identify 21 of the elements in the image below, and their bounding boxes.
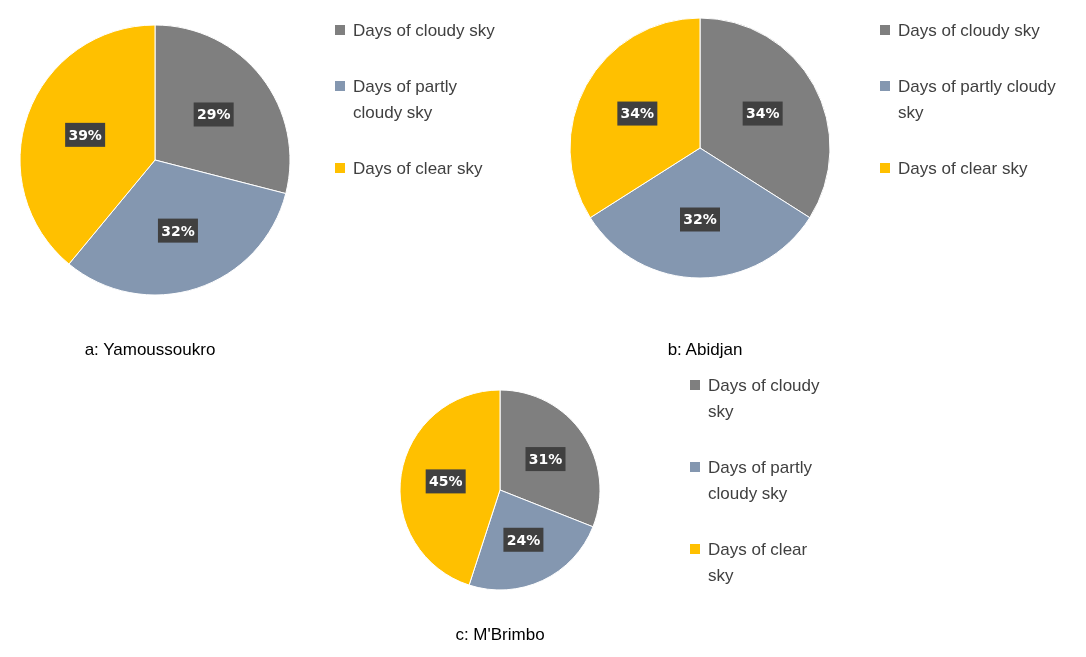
legend-label: Days of cloudy sky xyxy=(898,20,1041,40)
data-label: 24% xyxy=(506,531,541,548)
legend-label: Days of cloudy sky xyxy=(353,20,496,40)
legend-label: Days of clear sky xyxy=(708,539,808,585)
data-label: 32% xyxy=(161,222,195,239)
data-label: 34% xyxy=(745,105,780,122)
legend-label: Days of partly cloudy sky xyxy=(898,76,1057,122)
legend-label: Days of cloudy sky xyxy=(708,375,820,421)
legend-label: Days of clear sky xyxy=(353,158,483,178)
legend-label: Days of clear sky xyxy=(898,158,1028,178)
data-label: 39% xyxy=(68,126,102,143)
data-label: 29% xyxy=(196,106,231,123)
text: b: Abidjan xyxy=(667,340,743,359)
legend-label: Days of partly cloudy sky xyxy=(708,457,813,503)
data-label: 45% xyxy=(428,473,463,490)
data-label: 34% xyxy=(620,105,655,122)
data-label: 32% xyxy=(683,211,717,228)
text: a: Yamoussoukro xyxy=(84,340,216,359)
data-label: 31% xyxy=(528,450,563,467)
text: c: M'Brimbo xyxy=(455,625,545,644)
legend-label: Days of partly cloudy sky xyxy=(353,76,458,122)
